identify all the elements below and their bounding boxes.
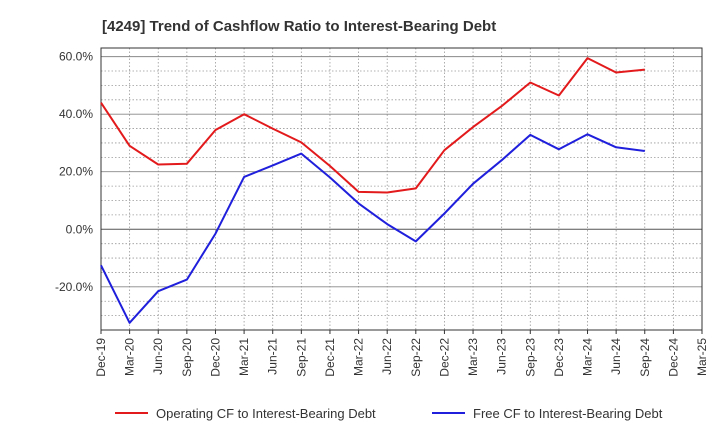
x-tick-label: Dec-20 <box>208 338 222 377</box>
grid <box>100 48 703 331</box>
y-tick-label: 60.0% <box>59 50 93 64</box>
legend: Operating CF to Interest-Bearing Debt Fr… <box>115 406 663 421</box>
y-tick-label: 20.0% <box>59 165 93 179</box>
x-tick-label: Mar-24 <box>581 338 595 376</box>
legend-label-operating-cf: Operating CF to Interest-Bearing Debt <box>156 406 376 421</box>
legend-label-free-cf: Free CF to Interest-Bearing Debt <box>473 406 663 421</box>
x-tick-label: Dec-24 <box>666 338 680 377</box>
y-tick-label: 40.0% <box>59 107 93 121</box>
series-line-0 <box>100 57 645 194</box>
x-tick-label: Jun-22 <box>380 338 394 375</box>
x-tick-label: Jun-21 <box>266 338 280 375</box>
x-tick-label: Dec-19 <box>94 338 108 377</box>
x-tick-label: Sep-24 <box>638 338 652 377</box>
series-lines <box>100 57 645 324</box>
x-tick-label: Dec-23 <box>552 338 566 377</box>
x-tick-label: Jun-23 <box>495 338 509 375</box>
x-tick-label: Jun-24 <box>609 338 623 375</box>
x-tick-label: Jun-20 <box>151 338 165 375</box>
x-tick-label: Sep-22 <box>409 338 423 377</box>
x-tick-label: Sep-20 <box>180 338 194 377</box>
y-tick-label: -20.0% <box>55 280 93 294</box>
x-tick-label: Dec-21 <box>323 338 337 377</box>
chart-title: [4249] Trend of Cashflow Ratio to Intere… <box>102 18 496 35</box>
x-tick-label: Mar-21 <box>237 338 251 376</box>
x-tick-label: Dec-22 <box>437 338 451 377</box>
x-tick-label: Mar-23 <box>466 338 480 376</box>
x-tick-label: Mar-25 <box>695 338 709 376</box>
x-tick-label: Mar-22 <box>352 338 366 376</box>
x-tick-label: Sep-23 <box>523 338 537 377</box>
y-tick-label: 0.0% <box>66 222 94 236</box>
axes: 60.0% 40.0% 20.0% 0.0% -20.0% Dec-19 Mar-20 Jun… <box>55 47 709 377</box>
x-tick-label: Sep-21 <box>294 338 308 377</box>
x-tick-label: Mar-20 <box>123 338 137 376</box>
series-line-1 <box>100 133 645 324</box>
plot-frame <box>100 47 703 331</box>
